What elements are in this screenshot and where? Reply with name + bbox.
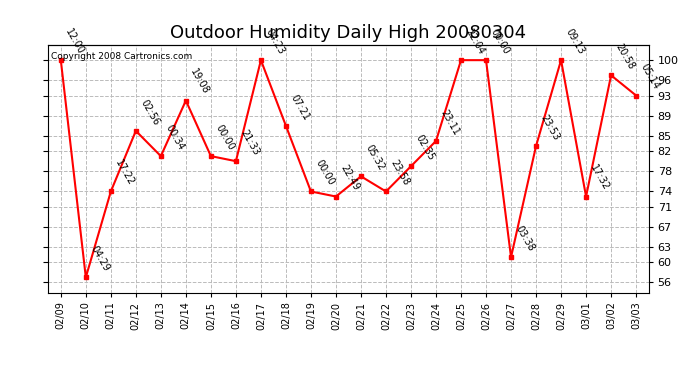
- Text: 04:29: 04:29: [88, 244, 111, 273]
- Text: 17:32: 17:32: [589, 163, 611, 192]
- Text: 02:35: 02:35: [413, 133, 436, 162]
- Text: 12:00: 12:00: [63, 27, 86, 56]
- Text: 22:49: 22:49: [338, 163, 361, 192]
- Text: 20:58: 20:58: [613, 42, 636, 71]
- Text: 17:22: 17:22: [113, 158, 136, 188]
- Text: 00:00: 00:00: [313, 158, 336, 188]
- Text: 09:13: 09:13: [564, 27, 586, 56]
- Text: 00:00: 00:00: [213, 123, 236, 152]
- Text: 23:11: 23:11: [438, 108, 461, 137]
- Text: 00:34: 00:34: [164, 123, 186, 152]
- Text: 02:56: 02:56: [138, 98, 161, 127]
- Text: Copyright 2008 Cartronics.com: Copyright 2008 Cartronics.com: [51, 53, 193, 62]
- Text: 05:14: 05:14: [638, 62, 661, 92]
- Text: 22:04: 22:04: [464, 27, 486, 56]
- Text: 23:53: 23:53: [538, 113, 561, 142]
- Text: 05:32: 05:32: [364, 143, 386, 172]
- Text: 23:58: 23:58: [388, 158, 411, 188]
- Title: Outdoor Humidity Daily High 20080304: Outdoor Humidity Daily High 20080304: [170, 24, 526, 42]
- Text: 03:38: 03:38: [513, 224, 536, 253]
- Text: 04:23: 04:23: [264, 27, 286, 56]
- Text: 19:08: 19:08: [188, 68, 211, 96]
- Text: 21:33: 21:33: [238, 128, 261, 157]
- Text: 00:00: 00:00: [489, 27, 511, 56]
- Text: 07:21: 07:21: [288, 93, 311, 122]
